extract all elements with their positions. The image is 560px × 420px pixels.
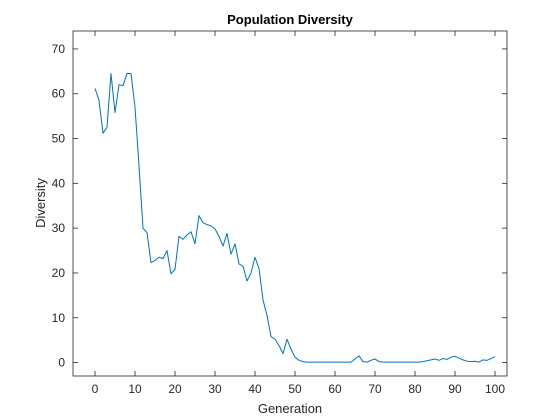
- y-tick-label: 50: [52, 132, 66, 146]
- diversity-line: [94, 73, 496, 363]
- y-tick-label: 70: [52, 42, 66, 56]
- y-tick-label: 40: [52, 176, 66, 190]
- y-tick-label: 0: [58, 356, 65, 370]
- x-tick-label: 70: [368, 382, 382, 396]
- x-tick-label: 0: [92, 382, 99, 396]
- x-axis: 0 10 20 30 40 50 60 70 80 90 100: [92, 31, 505, 396]
- y-tick-label: 60: [52, 87, 66, 101]
- x-tick-label: 100: [485, 382, 505, 396]
- y-tick-label: 30: [52, 221, 66, 235]
- y-tick-label: 20: [52, 266, 66, 280]
- y-axis-label: Diversity: [33, 178, 48, 228]
- y-tick-label: 10: [52, 311, 66, 325]
- plot-area-frame: [72, 30, 508, 377]
- y-axis: 0 10 20 30 40 50 60 70: [52, 42, 507, 370]
- x-axis-label: Generation: [258, 401, 322, 416]
- x-tick-label: 30: [208, 382, 222, 396]
- x-tick-label: 80: [408, 382, 422, 396]
- x-tick-label: 60: [328, 382, 342, 396]
- x-tick-label: 10: [128, 382, 142, 396]
- x-tick-label: 50: [288, 382, 302, 396]
- chart-title: Population Diversity: [227, 12, 353, 27]
- x-tick-label: 20: [168, 382, 182, 396]
- x-tick-label: 40: [248, 382, 262, 396]
- x-tick-label: 90: [448, 382, 462, 396]
- series-layer: [94, 73, 496, 363]
